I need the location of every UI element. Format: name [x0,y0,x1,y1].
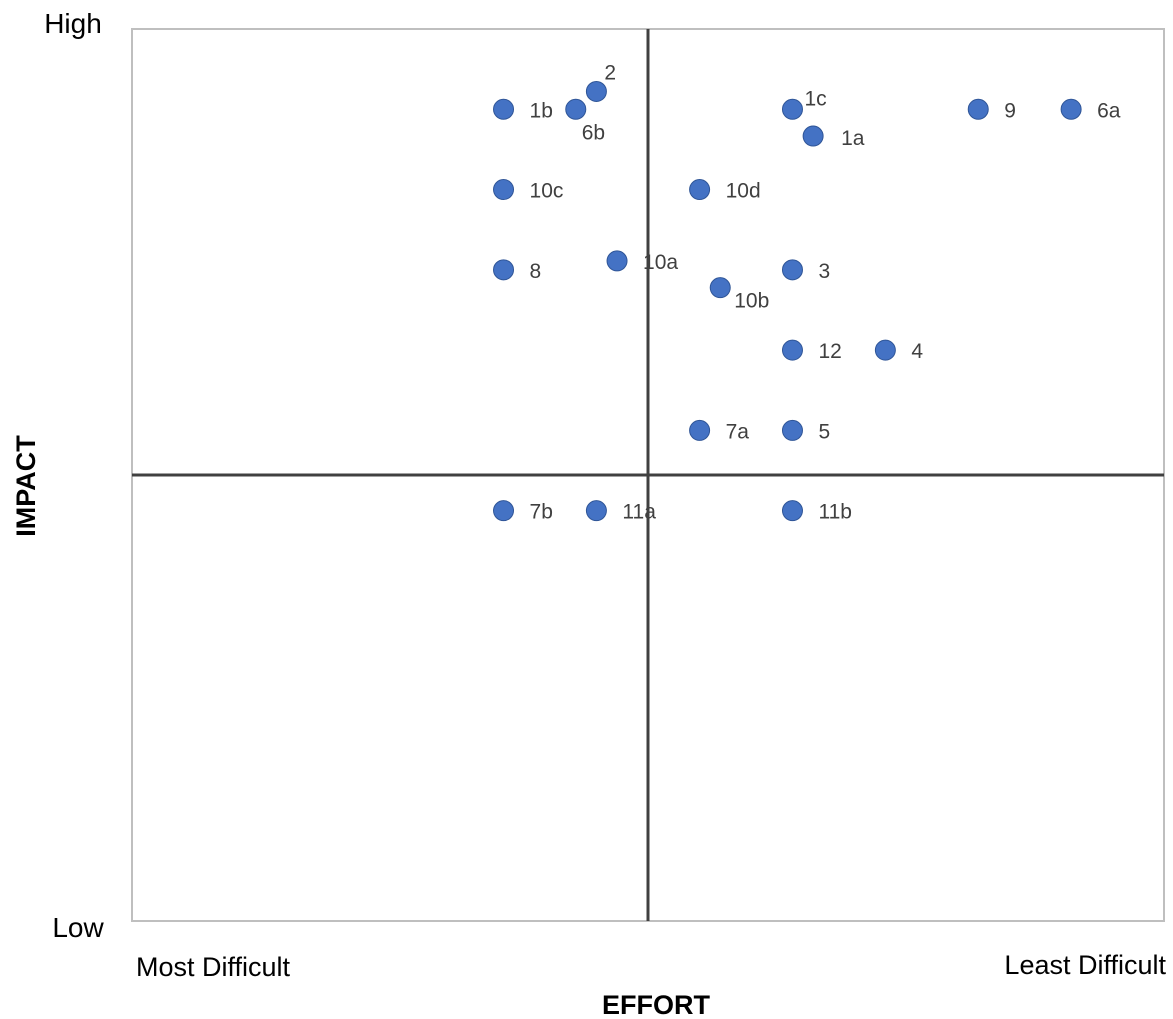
data-point-label-3: 3 [818,260,830,283]
data-point-label-10c: 10c [530,180,564,203]
data-point-2 [585,80,607,102]
y-axis-low-label: Low [52,912,104,943]
data-point-label-4: 4 [911,340,923,363]
data-point-9 [967,98,989,120]
x-axis-least-difficult-label: Least Difficult [1004,950,1166,980]
data-point-label-11b: 11b [818,501,851,524]
data-point-label-10a: 10a [643,251,678,274]
data-point-label-7a: 7a [726,420,750,443]
data-point-label-8: 8 [530,260,542,283]
data-point-label-10d: 10d [726,180,761,203]
data-point-label-1c: 1c [804,87,826,110]
x-axis-most-difficult-label: Most Difficult [136,952,291,982]
data-point-1a [802,125,824,147]
data-point-1c [781,98,803,120]
data-point-label-11a: 11a [622,501,656,524]
data-point-10a [606,250,628,272]
data-point-11a [585,500,607,522]
data-point-5 [781,419,803,441]
data-point-12 [781,339,803,361]
data-point-7a [689,419,711,441]
data-point-label-10b: 10b [734,290,769,313]
data-point-6a [1060,98,1082,120]
data-point-8 [493,259,515,281]
data-point-10b [709,277,731,299]
data-point-label-5: 5 [818,420,830,443]
data-point-7b [493,500,515,522]
data-point-10d [689,179,711,201]
data-point-4 [874,339,896,361]
data-point-11b [781,500,803,522]
data-point-label-2: 2 [604,61,616,84]
y-axis-high-label: High [44,8,102,39]
data-point-label-7b: 7b [530,501,553,524]
data-point-label-1a: 1a [841,127,865,150]
data-point-10c [493,179,515,201]
y-axis-title: IMPACT [11,435,41,537]
data-point-label-6b: 6b [582,121,605,144]
data-point-label-1b: 1b [530,99,553,122]
data-point-1b [493,98,515,120]
x-axis-title: EFFORT [602,990,710,1019]
data-point-label-6a: 6a [1097,99,1121,122]
data-point-label-12: 12 [818,340,841,363]
data-points: 2 1b 6b 1c 1a 9 6a 10c 10d 8 10a 3 10b 12 4 7a 5 7b 11a 11b [493,61,1121,524]
data-point-6b [565,98,587,120]
data-point-label-9: 9 [1004,99,1016,122]
data-point-3 [781,259,803,281]
